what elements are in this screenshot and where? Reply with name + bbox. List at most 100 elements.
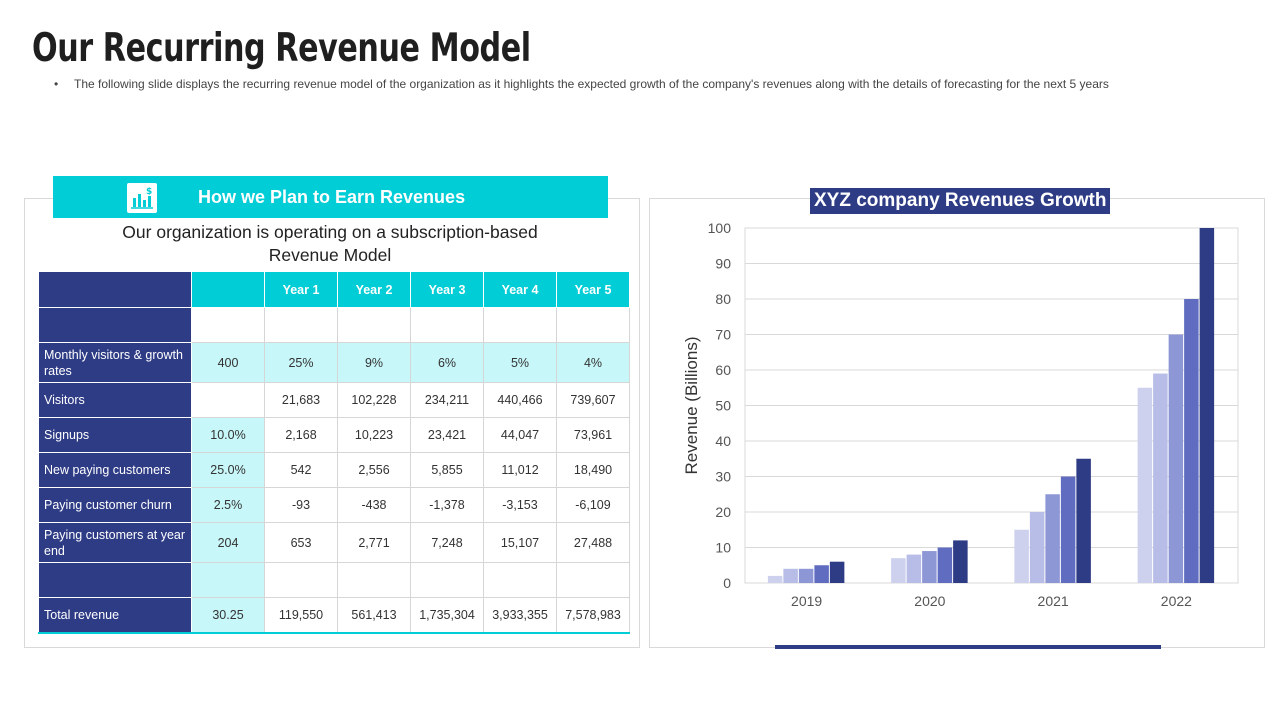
bar-2019-series-3: [798, 568, 814, 583]
header-cell-year-3: Year 3: [410, 271, 484, 308]
table-cell: [410, 307, 484, 343]
table-cell: -1,378: [410, 487, 484, 523]
table-cell: 561,413: [337, 597, 411, 634]
bar-2020-series-5: [953, 540, 968, 583]
bar-2022-series-1: [1137, 387, 1153, 583]
table-cell: [337, 307, 411, 343]
table-cell: -6,109: [556, 487, 630, 523]
model-description-line-1: Our organization is operating on a subsc…: [122, 222, 538, 242]
table-cell: 44,047: [483, 417, 557, 453]
table-row: Monthly visitors & growth rates 400 25% …: [38, 342, 630, 383]
table-cell: 5%: [483, 342, 557, 383]
header-cell-year-1: Year 1: [264, 271, 338, 308]
bar-2021-series-4: [1060, 476, 1076, 583]
table-cell: 234,211: [410, 382, 484, 418]
table-cell: [337, 562, 411, 598]
page-subtitle: • The following slide displays the recurr…: [54, 77, 1264, 91]
y-tick-label: 70: [715, 327, 731, 343]
table-cell: 440,466: [483, 382, 557, 418]
table-cell: [556, 562, 630, 598]
header-cell-year-2: Year 2: [337, 271, 411, 308]
table-cell: 739,607: [556, 382, 630, 418]
plan-banner: $ How we Plan to Earn Revenues: [53, 176, 608, 218]
table-cell: 23,421: [410, 417, 484, 453]
table-row: Signups 10.0% 2,168 10,223 23,421 44,047…: [38, 417, 630, 453]
table-cell: 6%: [410, 342, 484, 383]
row-label: New paying customers: [38, 452, 192, 488]
table-cell: 400: [191, 342, 265, 383]
header-cell-year-5: Year 5: [556, 271, 630, 308]
y-tick-label: 80: [715, 291, 731, 307]
bar-2022-series-2: [1153, 373, 1168, 583]
table-cell: [191, 307, 265, 343]
table-cell: 5,855: [410, 452, 484, 488]
table-cell: [483, 562, 557, 598]
table-cell: 119,550: [264, 597, 338, 634]
table-cell: 27,488: [556, 522, 630, 563]
table-row: Visitors 21,683 102,228 234,211 440,466 …: [38, 382, 630, 418]
row-label: Signups: [38, 417, 192, 453]
row-label: Monthly visitors & growth rates: [38, 342, 192, 383]
bar-2021-series-3: [1045, 494, 1060, 583]
table-cell: 2.5%: [191, 487, 265, 523]
header-cell-year-4: Year 4: [483, 271, 557, 308]
row-label: [38, 307, 192, 343]
x-tick-label: 2021: [1038, 593, 1069, 609]
bar-2019-series-4: [814, 565, 829, 583]
table-cell: [191, 382, 265, 418]
table-cell: [410, 562, 484, 598]
model-description-line-2: Revenue Model: [268, 245, 392, 265]
table-cell: 15,107: [483, 522, 557, 563]
model-description: Our organization is operating on a subsc…: [60, 221, 600, 267]
table-cell: 9%: [337, 342, 411, 383]
table-cell: 542: [264, 452, 338, 488]
table-cell: 2,771: [337, 522, 411, 563]
row-label: Visitors: [38, 382, 192, 418]
table-row: Paying customer churn 2.5% -93 -438 -1,3…: [38, 487, 630, 523]
table-cell: 2,556: [337, 452, 411, 488]
page-title: Our Recurring Revenue Model: [32, 26, 531, 71]
table-cell: [191, 562, 265, 598]
table-cell: [483, 307, 557, 343]
y-tick-label: 60: [715, 362, 731, 378]
bar-2019-series-2: [783, 568, 798, 583]
y-axis-label: Revenue (Billions): [682, 337, 701, 475]
bar-2020-series-3: [922, 551, 937, 583]
table-header-row: Year 1 Year 2 Year 3 Year 4 Year 5: [38, 271, 630, 308]
plot-area: [744, 227, 1239, 584]
y-tick-label: 30: [715, 469, 731, 485]
table-cell: 25%: [264, 342, 338, 383]
table-cell: 18,490: [556, 452, 630, 488]
table-cell: 11,012: [483, 452, 557, 488]
table-cell: 102,228: [337, 382, 411, 418]
bar-2020-series-1: [891, 558, 906, 583]
table-cell: 4%: [556, 342, 630, 383]
table-row: [38, 562, 630, 598]
accent-bar: [775, 645, 1161, 649]
table-cell: 3,933,355: [483, 597, 557, 634]
table-cell: 204: [191, 522, 265, 563]
table-cell: 2,168: [264, 417, 338, 453]
y-tick-label: 100: [708, 220, 732, 236]
row-label: Paying customer churn: [38, 487, 192, 523]
revenue-model-table: Year 1 Year 2 Year 3 Year 4 Year 5 Month…: [38, 271, 630, 634]
y-tick-label: 0: [723, 575, 731, 591]
table-cell: 7,578,983: [556, 597, 630, 634]
table-cell: -438: [337, 487, 411, 523]
svg-text:$: $: [146, 187, 152, 197]
table-cell: -3,153: [483, 487, 557, 523]
bar-2021-series-2: [1029, 512, 1045, 583]
bar-chart-dollar-icon: $: [127, 183, 157, 213]
chart-title: XYZ company Revenues Growth: [810, 188, 1111, 214]
bar-2021-series-5: [1076, 458, 1091, 583]
bar-2019-series-1: [767, 575, 783, 583]
table-cell: 73,961: [556, 417, 630, 453]
table-cell: 25.0%: [191, 452, 265, 488]
row-label: Paying customers at year end: [38, 522, 192, 563]
table-cell: 10.0%: [191, 417, 265, 453]
table-cell: 1,735,304: [410, 597, 484, 634]
table-row: New paying customers 25.0% 542 2,556 5,8…: [38, 452, 630, 488]
table-cell: 10,223: [337, 417, 411, 453]
bar-2021-series-1: [1014, 529, 1029, 583]
x-tick-label: 2022: [1161, 593, 1192, 609]
